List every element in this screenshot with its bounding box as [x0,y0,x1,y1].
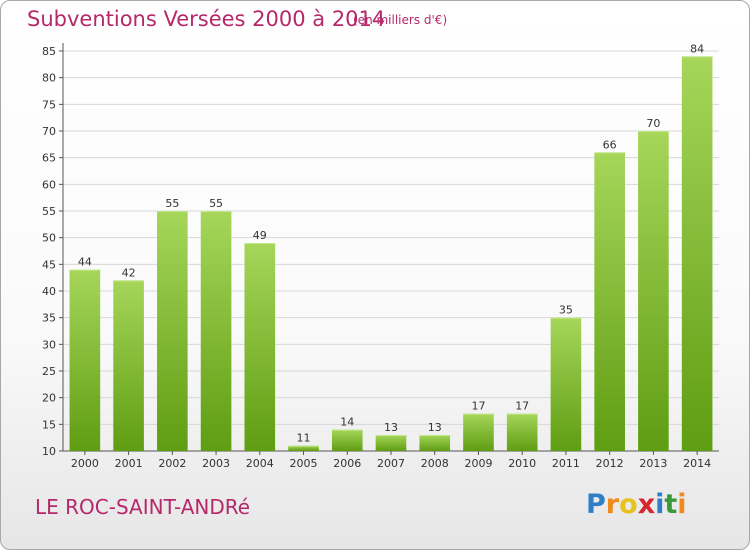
logo-letter: o [619,489,638,520]
logo-letter: P [586,489,606,520]
y-tick-label: 50 [42,232,56,245]
bar [244,243,276,451]
y-tick-label: 55 [42,205,56,218]
bar [463,413,494,451]
y-tick-label: 80 [42,72,56,85]
y-tick-label: 40 [42,285,56,298]
bars: 44 42 55 55 49 11 14 13 13 17 17 35 66 70 84 [69,42,713,452]
bar [506,413,538,451]
y-tick-label: 30 [42,338,56,351]
x-tick-label: 2008 [421,457,449,470]
y-tick-label: 65 [42,152,56,165]
bar [550,317,582,451]
y-tick-label: 35 [42,312,56,325]
bar-value-label: 13 [428,421,442,434]
bar-value-label: 49 [253,229,267,242]
x-tick-label: 2005 [290,457,318,470]
logo-letter: r [605,489,620,520]
bar [331,429,363,451]
proxiti-logo: Proxiti [586,489,687,520]
bar [594,152,625,452]
x-tick-label: 2003 [202,457,230,470]
y-tick-labels: 10 15 20 25 30 35 40 45 50 55 60 65 70 75 80 85 [42,45,56,458]
x-tick-label: 2004 [246,457,274,470]
y-tick-label: 10 [42,445,56,458]
y-tick-label: 60 [42,178,56,191]
bar [638,131,669,451]
bar [200,211,232,451]
bar-value-label: 84 [690,42,704,55]
bar-value-label: 55 [209,197,223,210]
bar-value-label: 17 [471,400,485,413]
x-tick-label: 2007 [377,457,405,470]
logo-letter: i [655,489,665,520]
x-tick-label: 2010 [508,457,536,470]
x-tick-label: 2013 [639,457,667,470]
y-tick-label: 75 [42,98,56,111]
bar-value-label: 11 [297,432,311,445]
bar [419,435,451,451]
chart-title: Subventions Versées 2000 à 2014 [27,7,386,31]
logo-letter: t [664,489,678,520]
x-tick-label: 2009 [464,457,492,470]
y-tick-label: 70 [42,125,56,138]
x-tick-label: 2014 [683,457,711,470]
x-tick-label: 2002 [158,457,186,470]
x-tick-label: 2011 [552,457,580,470]
bar [157,211,188,451]
y-tick-label: 20 [42,392,56,405]
bar-value-label: 13 [384,421,398,434]
chart-subtitle: (en milliers d'€) [353,13,448,27]
bar-value-label: 66 [603,138,617,151]
y-tick-label: 25 [42,365,56,378]
bar-value-label: 55 [165,197,179,210]
bar-value-label: 70 [646,117,660,130]
y-tick-label: 45 [42,258,56,271]
x-tick-label: 2001 [115,457,143,470]
bar [288,445,319,451]
bar-value-label: 44 [78,256,92,269]
bar-value-label: 17 [515,400,529,413]
bar-value-label: 35 [559,304,573,317]
x-tick-label: 2012 [596,457,624,470]
x-tick-labels: 2000 2001 2002 2003 2004 2005 2006 2007 2008 2009… [71,457,711,470]
bar-value-label: 42 [122,266,136,279]
logo-letter: i [677,489,687,520]
x-tick-label: 2006 [333,457,361,470]
bar [69,269,101,451]
y-tick-label: 85 [42,45,56,58]
commune-name: LE ROC-SAINT-ANDRé [35,495,251,519]
y-tick-label: 15 [42,418,56,431]
bar [375,435,407,451]
bar-value-label: 14 [340,416,354,429]
logo-letter: x [637,489,656,520]
x-tick-label: 2000 [71,457,99,470]
bar [113,280,144,451]
bar [681,56,713,451]
